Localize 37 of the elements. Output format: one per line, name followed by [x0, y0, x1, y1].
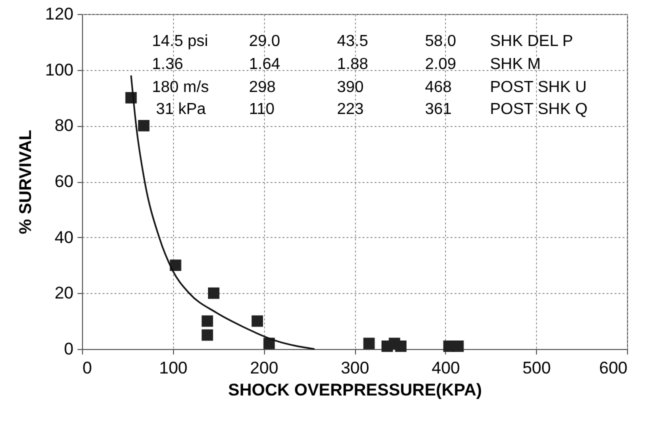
annotation: 361 — [425, 101, 452, 118]
annotation: 31 kPa — [156, 101, 206, 118]
annotation: 468 — [425, 79, 452, 96]
annotation: 180 m/s — [152, 79, 209, 96]
annotation: 29.0 — [249, 33, 280, 50]
annotation: 110 — [249, 101, 275, 118]
x-tick-label: 600 — [599, 358, 628, 378]
annotation: 223 — [337, 101, 364, 118]
annotation: SHK M — [490, 56, 541, 73]
y-tick-label: 100 — [45, 60, 74, 80]
y-tick-label: 20 — [54, 284, 74, 303]
y-tick-label: 0 — [64, 340, 74, 358]
annotation: SHK DEL P — [490, 33, 573, 50]
x-tick-label: 400 — [432, 358, 460, 378]
annotation: 43.5 — [337, 33, 368, 50]
x-axis-title: SHOCK OVERPRESSURE(KPA) — [228, 380, 482, 400]
x-tick-label: 300 — [340, 358, 370, 378]
annotation: POST SHK U — [490, 79, 587, 96]
y-tick-label: 60 — [54, 172, 74, 191]
annotation: 58.0 — [425, 33, 456, 50]
y-tick-label: 40 — [54, 228, 74, 247]
annotation: 390 — [337, 79, 364, 96]
annotation: 1.36 — [152, 56, 184, 73]
y-axis-title: % SURVIVAL — [16, 130, 36, 234]
annotation: 298 — [249, 79, 276, 96]
x-tick-label: 500 — [522, 358, 551, 378]
annotation: POST SHK Q — [490, 101, 588, 118]
y-tick-label: 80 — [54, 116, 74, 136]
annotation: 14.5 psi — [152, 33, 208, 50]
line-series — [130, 74, 316, 350]
x-tick-label: 200 — [250, 358, 278, 378]
y-tick-label: 120 — [45, 4, 74, 24]
annotation: 1.64 — [249, 56, 280, 73]
annotation: 1.88 — [337, 56, 368, 73]
x-tick-label: 0 — [82, 358, 92, 378]
annotation: 2.09 — [425, 56, 456, 73]
x-tick-label: 100 — [159, 358, 188, 378]
